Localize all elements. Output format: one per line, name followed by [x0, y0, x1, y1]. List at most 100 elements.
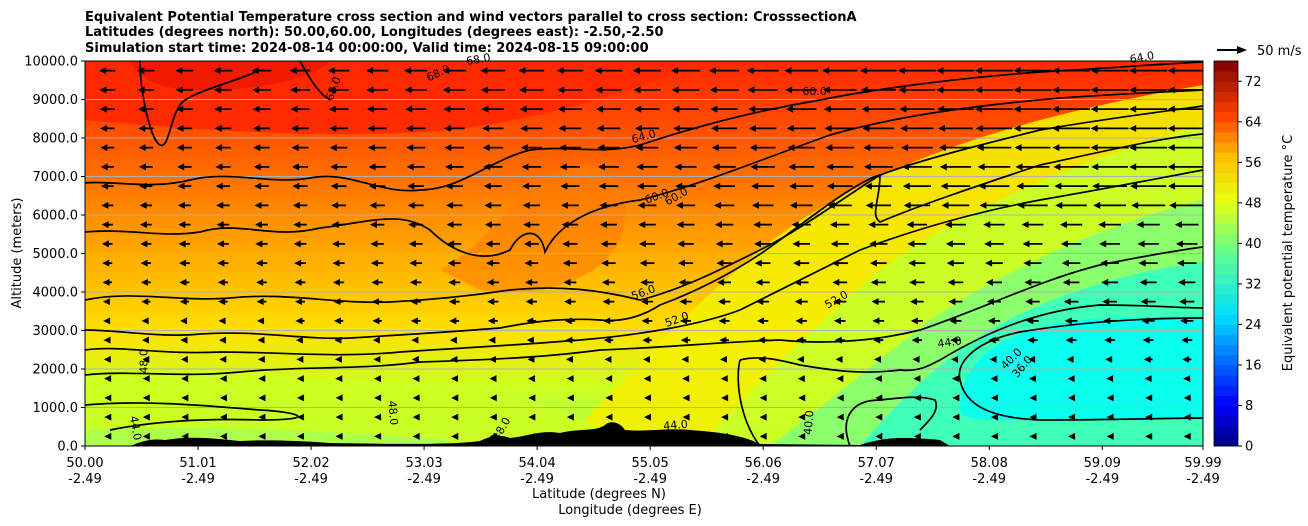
- wind-vector: [1090, 105, 1129, 113]
- x-tick-label-lon: -2.49: [633, 472, 667, 487]
- wind-vector: [480, 67, 506, 75]
- colorbar-band: [1214, 233, 1238, 244]
- wind-vector: [639, 259, 655, 267]
- wind-vector: [519, 105, 544, 113]
- wind-vector: [636, 163, 658, 171]
- wind-vector: [716, 259, 732, 267]
- wind-vector: [672, 105, 699, 113]
- wind-vector: [748, 124, 777, 132]
- wind-vector: [638, 240, 656, 248]
- wind-vector: [757, 317, 769, 325]
- colorbar-band: [1214, 131, 1238, 143]
- wind-vector: [836, 375, 844, 383]
- wind-vector: [1013, 86, 1052, 94]
- wind-vector: [558, 124, 582, 132]
- wind-vector: [297, 432, 305, 440]
- wind-vector: [410, 317, 421, 325]
- wind-vector: [180, 355, 188, 363]
- wind-vector: [677, 259, 694, 267]
- chart-title-line-1: Equivalent Potential Temperature cross s…: [85, 10, 857, 25]
- wind-vector: [524, 259, 539, 267]
- wind-vector: [565, 355, 573, 363]
- wind-vector: [1013, 67, 1052, 75]
- filled-contours: [85, 61, 1203, 446]
- wind-vector: [605, 375, 613, 383]
- wind-vector: [792, 240, 811, 248]
- wind-vector: [373, 355, 381, 363]
- wind-vector: [177, 182, 192, 190]
- wind-vector: [601, 278, 616, 286]
- wind-vector: [213, 67, 233, 75]
- wind-vector: [710, 105, 738, 113]
- quiver-key: 50 m/s: [1217, 44, 1302, 59]
- wind-vector: [253, 163, 270, 171]
- wind-vector: [559, 163, 581, 171]
- colorbar-band: [1214, 152, 1238, 163]
- colorbar-band: [1214, 202, 1238, 214]
- wind-vector: [822, 67, 858, 75]
- wind-vector: [1062, 278, 1080, 286]
- wind-vector: [519, 86, 544, 94]
- wind-vector: [254, 221, 269, 229]
- colorbar-band: [1214, 223, 1238, 234]
- wind-vector: [1013, 105, 1052, 113]
- wind-vector: [797, 375, 805, 383]
- wind-vector: [759, 394, 767, 402]
- y-axis: 0.0 1000.0 2000.0 3000.0 4000.0 5000.0 6000.0 7…: [24, 55, 85, 455]
- colorbar-band: [1214, 253, 1238, 265]
- wind-vector: [910, 317, 923, 325]
- wind-vector: [218, 317, 226, 325]
- y-tick-label: 9000.0: [33, 93, 79, 108]
- wind-vector: [99, 105, 115, 113]
- wind-vector: [1021, 221, 1044, 229]
- wind-vector: [708, 67, 740, 75]
- wind-vector: [138, 124, 154, 132]
- x-tick-label-lon: -2.49: [407, 472, 441, 487]
- contour-label: 48.0: [138, 349, 151, 374]
- wind-vector: [563, 278, 577, 286]
- wind-vector: [673, 144, 698, 152]
- wind-vector: [564, 298, 576, 306]
- contour-label: 44.0: [937, 334, 963, 350]
- wind-vector: [447, 259, 461, 267]
- wind-vector: [219, 355, 227, 363]
- wind-vector: [754, 240, 772, 248]
- wind-vector: [836, 394, 844, 402]
- colorbar-tick-label: 0: [1245, 440, 1253, 455]
- wind-vector: [138, 144, 154, 152]
- wind-vector: [949, 317, 962, 325]
- wind-vector: [1029, 413, 1037, 421]
- wind-vector: [451, 394, 459, 402]
- wind-vector: [480, 86, 505, 94]
- wind-vector: [680, 336, 691, 344]
- wind-vector: [785, 105, 817, 113]
- wind-vector: [598, 182, 619, 190]
- wind-vector: [142, 355, 150, 363]
- wind-vector: [1183, 432, 1191, 440]
- wind-vector: [489, 375, 497, 383]
- colorbar-band: [1214, 71, 1238, 82]
- wind-vector: [215, 163, 231, 171]
- wind-vector: [715, 240, 733, 248]
- wind-vector: [714, 221, 734, 229]
- wind-vector: [443, 105, 466, 113]
- wind-vector: [937, 124, 973, 132]
- wind-vector: [711, 124, 738, 132]
- wind-vector: [1106, 432, 1114, 440]
- x-axis-label: Latitude (degrees N): [532, 487, 666, 502]
- wind-vector: [632, 67, 662, 75]
- wind-vector: [680, 317, 692, 325]
- colorbar-band: [1214, 415, 1238, 427]
- colorbar-band: [1214, 385, 1238, 396]
- wind-vector: [1129, 86, 1168, 94]
- wind-vector: [179, 278, 190, 286]
- wind-vector: [332, 259, 345, 267]
- wind-vector: [597, 163, 619, 171]
- wind-vector: [484, 221, 501, 229]
- wind-vector: [254, 201, 269, 209]
- wind-vector: [254, 182, 269, 190]
- wind-vector: [1181, 336, 1193, 344]
- wind-vector: [1167, 163, 1203, 171]
- wind-vector: [213, 86, 232, 94]
- colorbar-band: [1214, 324, 1238, 336]
